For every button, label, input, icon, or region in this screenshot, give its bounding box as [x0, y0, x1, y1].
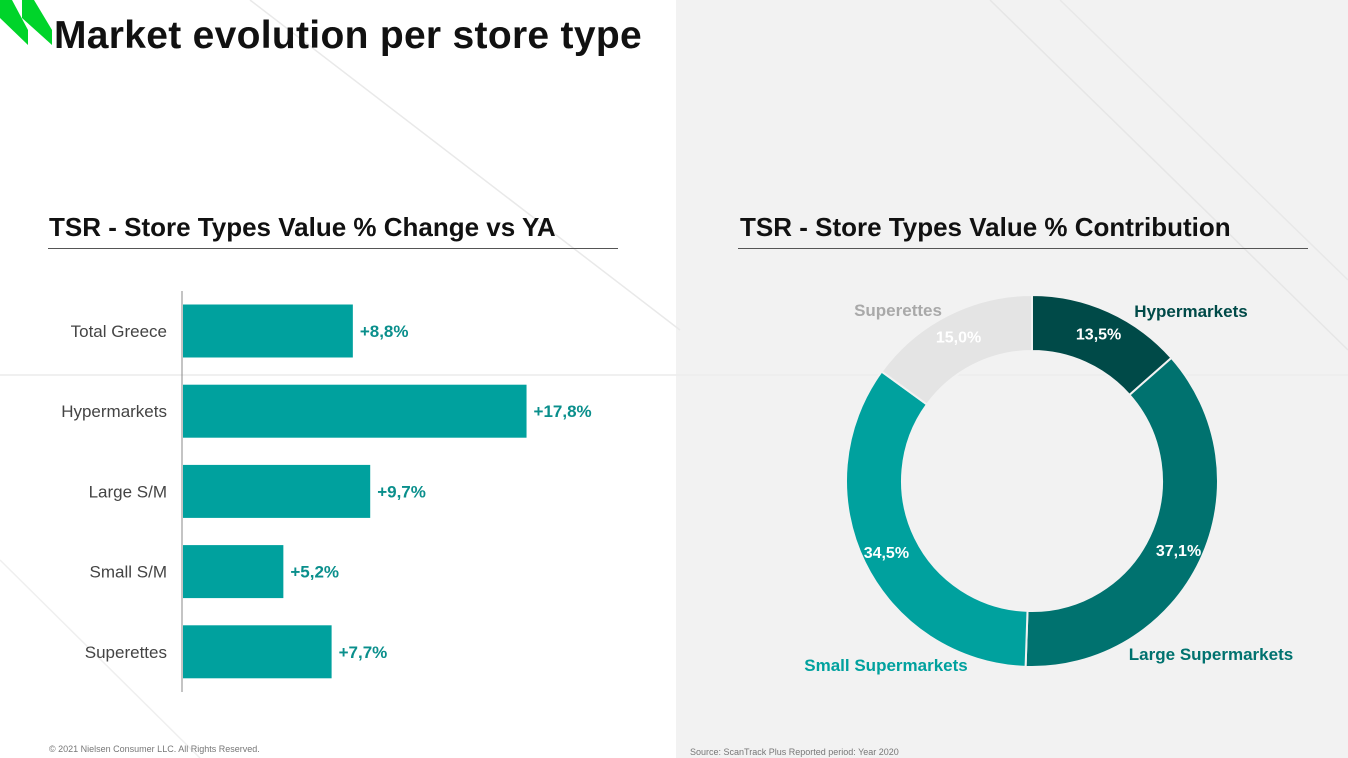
donut-slice-name: Large Supermarkets — [1129, 645, 1293, 664]
bar-value-label: +17,8% — [534, 402, 592, 421]
page-title: Market evolution per store type — [54, 14, 642, 57]
bar-category-label: Large S/M — [89, 482, 167, 501]
source-text: Source: ScanTrack Plus Reported period: … — [690, 747, 899, 757]
bar — [183, 304, 353, 358]
bar-value-label: +7,7% — [339, 643, 388, 662]
bar-value-label: +8,8% — [360, 322, 409, 341]
donut-slice-name: Hypermarkets — [1134, 302, 1247, 321]
donut-value-label: 34,5% — [864, 545, 909, 562]
bar-value-label: +9,7% — [377, 482, 426, 501]
bar — [183, 464, 371, 518]
donut-slice-name: Small Supermarkets — [804, 656, 967, 675]
donut-slice-name: Superettes — [854, 301, 942, 320]
bar-chart-title-rule — [48, 248, 618, 249]
donut-slice — [845, 370, 1029, 668]
bar — [183, 625, 332, 679]
donut-chart-title-rule — [738, 248, 1308, 249]
bar — [183, 384, 527, 438]
bar-chart: Total Greece +8,8% Hypermarkets +17,8% Large… — [61, 291, 592, 692]
bar — [183, 545, 284, 599]
bar-category-label: Total Greece — [71, 322, 167, 341]
donut-slice — [1024, 356, 1219, 668]
bar-category-label: Small S/M — [90, 563, 167, 582]
donut-value-label: 37,1% — [1156, 543, 1201, 560]
brand-logo-icon — [0, 0, 52, 45]
donut-chart: 13,5% Hypermarkets 37,1% Large Supermarkets… — [804, 293, 1293, 675]
donut-slice — [880, 293, 1033, 406]
donut-value-label: 15,0% — [936, 330, 981, 347]
bar-value-label: +5,2% — [290, 563, 339, 582]
donut-chart-title: TSR - Store Types Value % Contribution — [740, 212, 1231, 242]
bar-chart-title: TSR - Store Types Value % Change vs YA — [49, 212, 556, 242]
copyright-text: © 2021 Nielsen Consumer LLC. All Rights … — [49, 744, 260, 754]
bar-category-label: Superettes — [85, 643, 167, 662]
donut-value-label: 13,5% — [1076, 326, 1121, 343]
bar-category-label: Hypermarkets — [61, 402, 167, 421]
